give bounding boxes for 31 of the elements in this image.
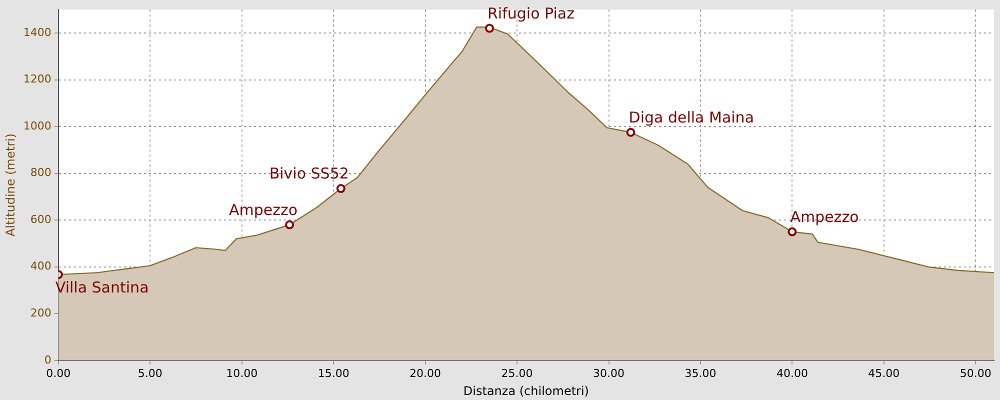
y-tick-label: 1200 xyxy=(23,72,52,86)
x-tick-label: 40.00 xyxy=(776,366,808,380)
y-tick-label: 1400 xyxy=(23,26,52,39)
y-tick-label: 1000 xyxy=(23,119,52,132)
point xyxy=(336,184,346,194)
annotation: Ampezzo xyxy=(790,208,859,226)
point xyxy=(626,128,636,137)
x-axis-title: Distanza (chilometri) xyxy=(463,384,589,398)
annotation: Bivio SS52 xyxy=(269,164,349,183)
y-tick-label: 200 xyxy=(30,306,52,320)
y-axis-title: Altitudine (metri) xyxy=(3,133,18,237)
x-tick-label: 35.00 xyxy=(684,366,716,380)
annotation: Diga della Maina xyxy=(628,108,754,126)
x-tick-label: 15.00 xyxy=(318,366,350,380)
annotation: Ampezzo xyxy=(228,200,298,219)
point xyxy=(485,24,494,33)
annotation: Rifugio Piaz xyxy=(488,4,575,22)
x-tick-label: 10.00 xyxy=(226,366,258,380)
x-tick-label: 5.00 xyxy=(138,366,162,380)
y-tick-label: 400 xyxy=(30,260,52,273)
y-tick-label: 0 xyxy=(44,353,52,366)
y-tick-label: 600 xyxy=(30,212,52,226)
x-tick-label: 0.00 xyxy=(46,366,71,380)
x-tick-label: 25.00 xyxy=(501,366,533,380)
x-tick-label: 45.00 xyxy=(868,366,900,380)
x-tick-label: 20.00 xyxy=(410,366,442,380)
x-tick-label: 30.00 xyxy=(593,366,624,380)
point xyxy=(788,227,797,236)
y-tick-label: 800 xyxy=(30,166,52,180)
point xyxy=(285,220,294,230)
x-tick-label: 50.00 xyxy=(960,366,992,380)
